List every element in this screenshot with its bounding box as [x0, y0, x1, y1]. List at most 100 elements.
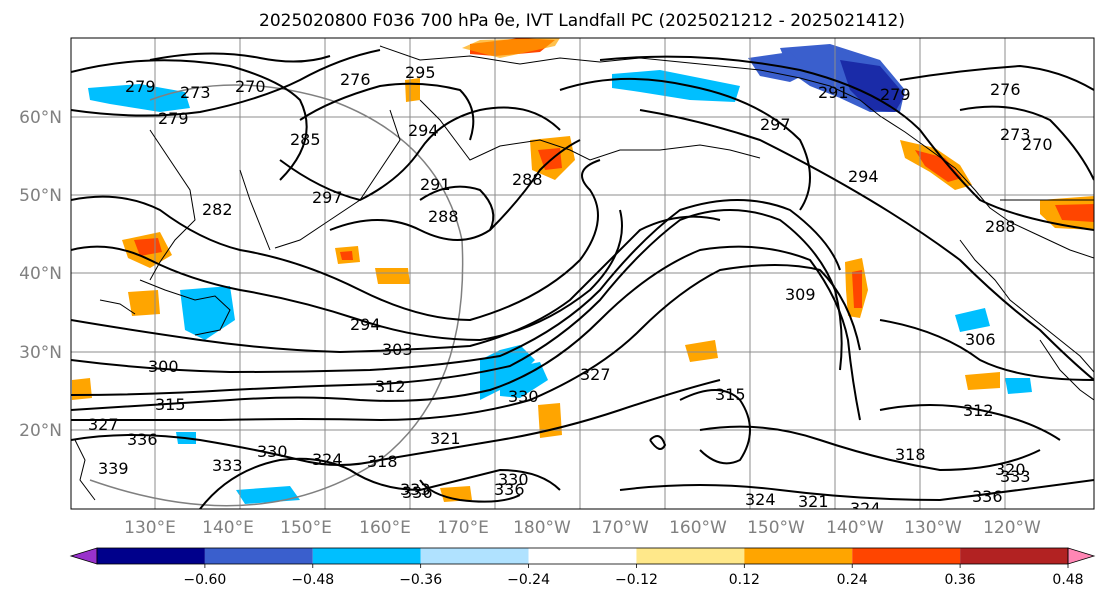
contour-label: 300	[148, 357, 179, 376]
contour-label: 324	[312, 450, 343, 469]
lon-label: 130°W	[904, 518, 962, 538]
latitude-labels: 60°N 50°N 40°N 30°N 20°N	[19, 108, 62, 441]
contour-label: 306	[965, 330, 996, 349]
contour-label: 288	[428, 207, 459, 226]
lon-label: 130°E	[124, 518, 176, 538]
lat-label: 30°N	[19, 343, 62, 363]
colorbar-bin	[960, 548, 1068, 564]
colorbar: −0.60 −0.48 −0.36 −0.24 −0.12 0.12 0.24 0.36 0.4…	[69, 547, 1096, 588]
contour-label: 315	[155, 395, 186, 414]
lon-label: 160°W	[669, 518, 727, 538]
colorbar-extend-min	[69, 547, 98, 565]
contour-label: 270	[1022, 135, 1053, 154]
contour-label: 336	[972, 487, 1003, 506]
shade-positive-blob	[538, 148, 562, 170]
longitude-labels: 130°E 140°E 150°E 160°E 170°E 180°W 170°…	[124, 518, 1041, 538]
contour-label: 276	[340, 70, 371, 89]
lon-label: 160°E	[359, 518, 411, 538]
contour-label: 285	[290, 130, 321, 149]
contour-label: 288	[512, 170, 543, 189]
contour-label: 294	[350, 315, 381, 334]
contour-label: 270	[235, 77, 266, 96]
contour-label: 273	[1000, 125, 1031, 144]
contour-label: 330	[508, 387, 539, 406]
contour-label: 291	[420, 175, 451, 194]
contour-label: 333	[1000, 467, 1031, 486]
lon-label: 170°W	[591, 518, 649, 538]
contour-label: 294	[408, 121, 439, 140]
colorbar-bin	[636, 548, 745, 564]
contour-label: 282	[202, 200, 233, 219]
contour-label: 312	[963, 401, 994, 420]
contour-label: 279	[158, 109, 189, 128]
lon-label: 150°W	[747, 518, 805, 538]
map-panel: 279 273 270 276 279 285 295 294 297 291 …	[70, 37, 1095, 518]
colorbar-tick-label: −0.12	[615, 572, 658, 588]
contour-label: 336	[127, 430, 158, 449]
pc-shading	[72, 38, 1094, 504]
lat-label: 60°N	[19, 108, 62, 128]
colorbar-tick-label: −0.36	[399, 572, 442, 588]
colorbar-tick-label: −0.60	[183, 572, 226, 588]
colorbar-bin	[420, 548, 529, 564]
lon-label: 150°E	[280, 518, 332, 538]
shade-positive-blob	[375, 268, 410, 284]
contour-label: 318	[895, 445, 926, 464]
colorbar-bin	[312, 548, 421, 564]
colorbar-tick-label: −0.48	[291, 572, 334, 588]
map-frame	[70, 37, 1095, 510]
colorbar-outline	[96, 547, 1069, 565]
contour-label: 309	[785, 285, 816, 304]
lon-label: 170°E	[437, 518, 489, 538]
colorbar-bin	[744, 548, 853, 564]
shade-negative-blob	[955, 308, 990, 332]
coastlines	[74, 45, 1094, 501]
contour-label: 315	[715, 385, 746, 404]
contour-label: 297	[312, 188, 343, 207]
contour-label: 288	[985, 217, 1016, 236]
contour-label: 303	[382, 340, 413, 359]
lon-label: 140°W	[826, 518, 884, 538]
contour-label: 333	[400, 480, 431, 499]
shade-negative-blob	[1005, 378, 1032, 394]
colorbar-bin	[204, 548, 313, 564]
contour-label: 294	[848, 167, 879, 186]
contour-label: 295	[405, 63, 436, 82]
contour-label: 279	[125, 77, 156, 96]
colorbar-tick-label: 0.36	[945, 572, 976, 588]
contour-label: 273	[180, 83, 211, 102]
lat-label: 50°N	[19, 186, 62, 206]
shade-positive-blob	[852, 270, 862, 308]
colorbar-tick-label: 0.12	[729, 572, 760, 588]
contour-label: 291	[818, 83, 849, 102]
colorbar-bin	[528, 548, 637, 564]
colorbar-tick-label: 0.48	[1052, 572, 1083, 588]
shade-negative-blob	[500, 362, 548, 398]
contour-label: 330	[498, 470, 529, 489]
contour-label: 324	[850, 499, 881, 518]
lat-label: 20°N	[19, 421, 62, 441]
contour-label: 276	[990, 80, 1021, 99]
contour-label: 318	[367, 452, 398, 471]
lat-label: 40°N	[19, 264, 62, 284]
colorbar-bin	[852, 548, 961, 564]
shade-negative-blob	[88, 84, 190, 112]
contour-label: 321	[430, 429, 461, 448]
contour-label: 327	[580, 365, 611, 384]
shade-positive-blob	[340, 251, 353, 260]
colorbar-bin	[97, 548, 205, 564]
map-title: 2025020800 F036 700 hPa θe, IVT Landfall…	[259, 11, 905, 31]
contour-label: 339	[98, 459, 129, 478]
shade-positive-blob	[72, 378, 92, 400]
shade-positive-blob	[685, 340, 718, 362]
shade-positive-blob	[128, 290, 160, 316]
shade-positive-blob	[915, 150, 962, 182]
shade-negative-blob	[840, 60, 905, 112]
contour-label: 336	[494, 480, 525, 499]
contour-label: 330	[257, 442, 288, 461]
colorbar-extend-max	[1067, 547, 1096, 565]
contour-label: 279	[880, 85, 911, 104]
shade-positive-blob	[462, 38, 560, 58]
contour-label: 321	[798, 492, 829, 511]
